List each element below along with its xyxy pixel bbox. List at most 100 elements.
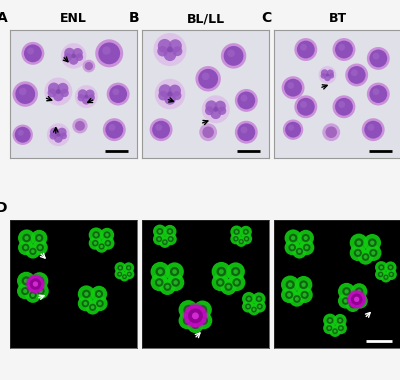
Circle shape — [107, 82, 130, 106]
Circle shape — [150, 262, 170, 281]
Circle shape — [219, 269, 224, 274]
Circle shape — [154, 33, 186, 66]
Circle shape — [98, 243, 105, 250]
Circle shape — [184, 305, 193, 315]
Circle shape — [162, 239, 168, 245]
Circle shape — [38, 289, 43, 293]
Circle shape — [297, 41, 315, 59]
Circle shape — [356, 297, 364, 305]
Circle shape — [169, 238, 172, 241]
Circle shape — [94, 233, 98, 237]
Circle shape — [299, 240, 314, 255]
Circle shape — [234, 229, 240, 235]
Text: A: A — [0, 11, 8, 25]
Circle shape — [37, 236, 41, 240]
Circle shape — [323, 322, 335, 334]
Circle shape — [22, 42, 44, 65]
Circle shape — [170, 267, 179, 276]
Circle shape — [305, 245, 308, 249]
Circle shape — [172, 46, 182, 56]
Circle shape — [103, 118, 126, 141]
Circle shape — [254, 300, 266, 313]
Circle shape — [24, 245, 28, 249]
Text: C: C — [261, 11, 272, 25]
Circle shape — [31, 272, 48, 290]
Circle shape — [15, 84, 35, 104]
Circle shape — [242, 300, 254, 313]
Circle shape — [337, 317, 343, 324]
Circle shape — [191, 321, 200, 329]
Circle shape — [386, 269, 397, 280]
Circle shape — [98, 43, 120, 64]
Text: ENL: ENL — [60, 13, 87, 25]
Circle shape — [349, 301, 356, 309]
Circle shape — [237, 92, 255, 109]
Circle shape — [163, 283, 172, 291]
Circle shape — [22, 244, 30, 251]
Circle shape — [36, 287, 45, 295]
Circle shape — [358, 299, 362, 303]
Circle shape — [92, 296, 108, 311]
Circle shape — [342, 297, 350, 305]
Circle shape — [356, 251, 360, 255]
Circle shape — [167, 91, 173, 97]
Circle shape — [244, 236, 249, 242]
Circle shape — [326, 73, 329, 77]
Circle shape — [156, 236, 162, 242]
Circle shape — [372, 53, 380, 60]
Circle shape — [82, 300, 89, 307]
Circle shape — [354, 249, 362, 257]
Circle shape — [324, 74, 331, 81]
Circle shape — [218, 280, 222, 285]
Circle shape — [335, 41, 353, 59]
Circle shape — [332, 328, 338, 334]
Circle shape — [61, 43, 86, 69]
Circle shape — [282, 76, 304, 99]
Circle shape — [291, 236, 295, 240]
Circle shape — [318, 66, 336, 84]
Circle shape — [354, 238, 364, 247]
Circle shape — [232, 278, 241, 287]
Circle shape — [38, 279, 42, 283]
Circle shape — [172, 91, 182, 100]
Circle shape — [164, 49, 176, 61]
Circle shape — [351, 283, 367, 300]
Circle shape — [21, 287, 29, 295]
Circle shape — [202, 95, 230, 123]
Circle shape — [196, 66, 221, 92]
Circle shape — [64, 48, 75, 59]
Circle shape — [114, 269, 125, 279]
Circle shape — [104, 231, 110, 239]
Circle shape — [342, 287, 351, 296]
Circle shape — [289, 234, 298, 242]
Circle shape — [302, 282, 306, 287]
Circle shape — [172, 269, 177, 274]
Circle shape — [72, 118, 88, 133]
Circle shape — [381, 272, 391, 282]
Circle shape — [334, 330, 336, 332]
Circle shape — [75, 121, 85, 131]
Circle shape — [300, 291, 309, 299]
Circle shape — [30, 278, 41, 290]
Circle shape — [153, 233, 165, 245]
Circle shape — [339, 326, 342, 329]
Circle shape — [12, 81, 38, 107]
Circle shape — [168, 236, 174, 242]
Circle shape — [92, 240, 99, 247]
Circle shape — [105, 233, 109, 237]
Circle shape — [326, 325, 332, 331]
Circle shape — [48, 89, 56, 97]
Circle shape — [284, 230, 302, 247]
Circle shape — [105, 121, 123, 139]
Circle shape — [29, 248, 36, 255]
Circle shape — [362, 118, 385, 141]
Circle shape — [96, 300, 104, 307]
Circle shape — [15, 127, 31, 143]
Circle shape — [202, 127, 214, 138]
Circle shape — [369, 249, 377, 257]
Circle shape — [89, 228, 104, 242]
Circle shape — [123, 276, 126, 278]
Circle shape — [252, 308, 255, 311]
Circle shape — [86, 90, 94, 99]
Circle shape — [351, 303, 355, 307]
